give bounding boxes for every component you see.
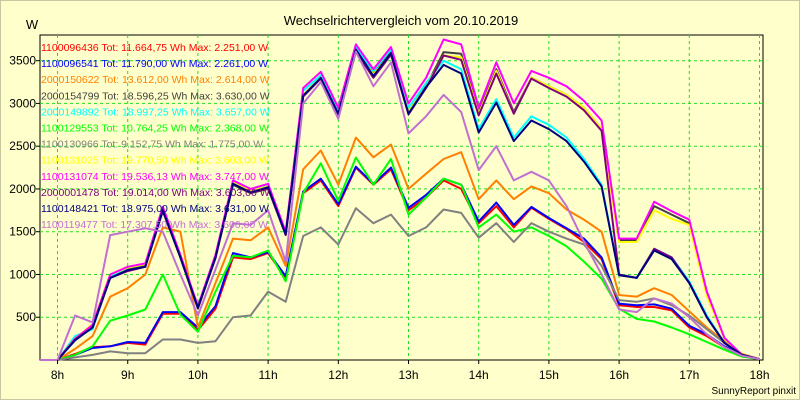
x-tick-label: 8h xyxy=(51,368,64,382)
legend-entry-3: 2000150622 Tot: 13.612,00 Wh Max: 2.614,… xyxy=(41,74,270,86)
series-line-9 xyxy=(40,38,760,361)
series-line-12 xyxy=(40,50,760,361)
legend-entry-9: 1100131074 Tot: 19.536,13 Wh Max: 3.747,… xyxy=(41,171,269,183)
x-tick-label: 17h xyxy=(679,368,699,382)
legend-entry-5: 2000149892 Tot: 18.997,25 Wh Max: 3.657,… xyxy=(41,106,270,118)
footer-credit: SunnyReport pinxit xyxy=(712,386,797,397)
legend-entry-6: 1100129553 Tot: 10.764,25 Wh Max: 2.368,… xyxy=(41,123,269,135)
y-tick-label: 500 xyxy=(16,310,36,324)
x-tick-label: 12h xyxy=(328,368,348,382)
legend-entry-11: 1100148421 Tot: 18.975,00 Wh Max: 3.631,… xyxy=(41,203,269,215)
y-axis-label: W xyxy=(26,17,39,32)
legend-entry-7: 1100130966 Tot: 9.152,75 Wh Max: 1.775,0… xyxy=(41,139,263,151)
x-tick-label: 16h xyxy=(609,368,629,382)
legend-entry-1: 1100096436 Tot: 11.664,75 Wh Max: 2.251,… xyxy=(41,42,268,54)
legend-entry-2: 1100096541 Tot: 11.790,00 Wh Max: 2.261,… xyxy=(41,58,268,70)
series-line-3 xyxy=(40,136,760,361)
y-tick-label: 2500 xyxy=(9,139,36,153)
series-lines xyxy=(40,38,760,361)
y-tick-label: 1500 xyxy=(9,225,36,239)
x-tick-label: 14h xyxy=(469,368,489,382)
series-line-11 xyxy=(40,48,760,361)
x-tick-label: 11h xyxy=(259,368,278,382)
legend-entry-10: 2000001478 Tot: 19.014,00 Wh Max: 3.603,… xyxy=(41,187,270,199)
y-tick-label: 2000 xyxy=(9,182,36,196)
x-tick-label: 13h xyxy=(398,368,418,382)
series-line-7 xyxy=(40,207,760,361)
x-tick-label: 10h xyxy=(188,368,208,382)
y-tick-label: 1000 xyxy=(9,268,36,282)
legend: 1100096436 Tot: 11.664,75 Wh Max: 2.251,… xyxy=(41,42,270,231)
x-tick-label: 15h xyxy=(539,368,559,382)
x-tick-label: 18h xyxy=(749,368,769,382)
legend-entry-8: 1100131025 Tot: 19.770,50 Wh Max: 3.603,… xyxy=(41,155,269,167)
axes: 8h 9h 10h 11h 12h 13h 14h 15h 16h 17h 18h 500 1000 15… xyxy=(9,54,769,382)
x-tick-label: 9h xyxy=(121,368,134,382)
chart-title: Wechselrichtervergleich vom 20.10.2019 xyxy=(284,13,519,28)
y-tick-label: 3000 xyxy=(9,96,36,110)
legend-entry-4: 2000154799 Tot: 18.596,25 Wh Max: 3.630,… xyxy=(41,90,270,102)
series-line-6 xyxy=(40,156,760,361)
legend-entry-12: 1100119477 Tot: 17.307,50 Wh Max: 3.606,… xyxy=(41,219,268,231)
y-tick-label: 3500 xyxy=(9,54,36,68)
